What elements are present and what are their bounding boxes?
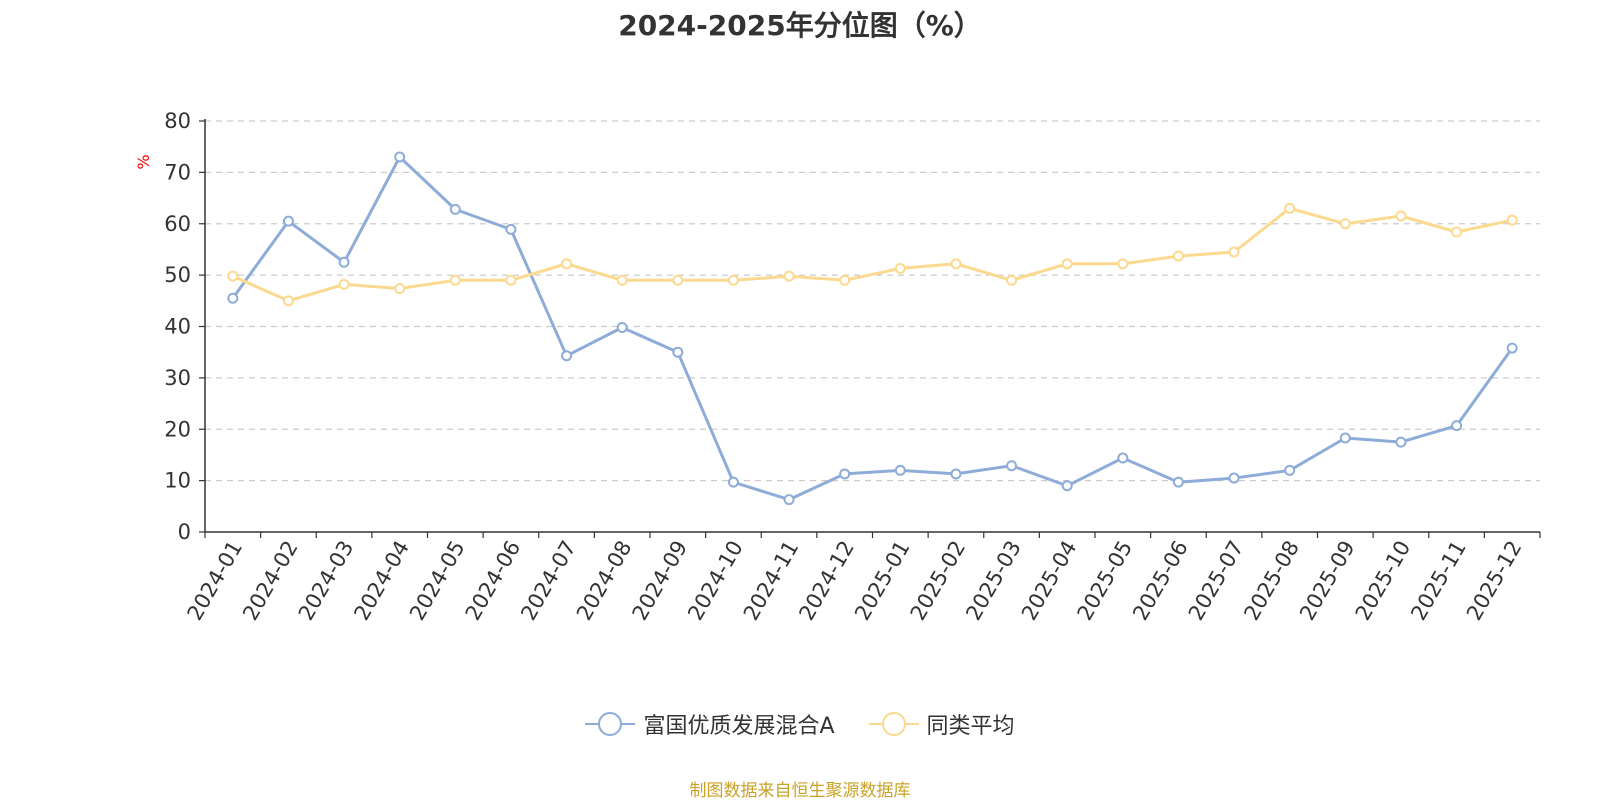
x-tick-label-2025-06: 2025-06 bbox=[1128, 537, 1193, 625]
series-0-point-2024-06 bbox=[505, 223, 517, 235]
x-tick-label-2024-05: 2024-05 bbox=[405, 537, 470, 625]
x-tick-label-2025-08: 2025-08 bbox=[1239, 537, 1304, 625]
series-1-point-2025-10 bbox=[1395, 210, 1407, 222]
y-tick-label-30: 30 bbox=[164, 366, 191, 390]
y-tick-label-60: 60 bbox=[164, 212, 191, 236]
series-1-point-2025-11 bbox=[1451, 226, 1463, 238]
series-1-point-2025-02 bbox=[950, 258, 962, 270]
series-1-point-2025-06 bbox=[1172, 250, 1184, 262]
y-tick-label-20: 20 bbox=[164, 417, 191, 441]
y-tick-label-40: 40 bbox=[164, 315, 191, 339]
series-0-point-2025-01 bbox=[894, 464, 906, 476]
legend-label-peer-average: 同类平均 bbox=[926, 714, 1015, 739]
x-tick-label-2024-09: 2024-09 bbox=[627, 537, 692, 625]
series-0-point-2024-08 bbox=[616, 322, 628, 334]
x-tick-label-2024-02: 2024-02 bbox=[238, 537, 303, 625]
series-0-point-2025-02 bbox=[950, 468, 962, 480]
series-1-point-2024-08 bbox=[616, 274, 628, 286]
x-tick-label-2025-11: 2025-11 bbox=[1406, 537, 1471, 625]
series-1-point-2024-11 bbox=[783, 270, 795, 282]
series-1-point-2025-08 bbox=[1284, 202, 1296, 214]
series-line-0 bbox=[231, 155, 1514, 502]
series-1-point-2024-09 bbox=[672, 274, 684, 286]
y-tick-label-10: 10 bbox=[164, 469, 191, 493]
legend-item-fund[interactable]: 富国优质发展混合A bbox=[585, 708, 835, 740]
legend-item-peer-average[interactable]: 同类平均 bbox=[868, 708, 1015, 740]
series-0-point-2025-11 bbox=[1451, 420, 1463, 432]
series-0-point-2025-10 bbox=[1395, 436, 1407, 448]
x-tick-label-2024-03: 2024-03 bbox=[294, 537, 359, 625]
x-tick-label-2025-02: 2025-02 bbox=[906, 537, 971, 625]
series-0-point-2025-08 bbox=[1284, 464, 1296, 476]
y-tick-label-0: 0 bbox=[178, 520, 191, 544]
x-tick-label-2024-08: 2024-08 bbox=[572, 537, 637, 625]
series-1-point-2025-09 bbox=[1339, 218, 1351, 230]
y-axis-unit-label: % bbox=[134, 154, 153, 169]
series-1-point-2024-01 bbox=[227, 270, 239, 282]
x-tick-label-2024-04: 2024-04 bbox=[349, 537, 414, 625]
y-tick-label-80: 80 bbox=[164, 109, 191, 133]
series-0-point-2024-12 bbox=[839, 468, 851, 480]
series-1-point-2025-01 bbox=[894, 262, 906, 274]
x-tick-label-2025-01: 2025-01 bbox=[850, 537, 915, 625]
series-layer bbox=[227, 151, 1518, 506]
x-tick-label-2024-12: 2024-12 bbox=[794, 537, 859, 625]
series-1-point-2024-10 bbox=[727, 274, 739, 286]
x-tick-label-2024-06: 2024-06 bbox=[461, 537, 526, 625]
series-0-point-2025-09 bbox=[1339, 432, 1351, 444]
series-0-point-2024-11 bbox=[783, 494, 795, 506]
series-0-point-2025-05 bbox=[1117, 452, 1129, 464]
legend-label-fund: 富国优质发展混合A bbox=[643, 714, 835, 739]
series-0-point-2024-03 bbox=[338, 256, 350, 268]
line-chart: 01020304050607080%2024-012024-022024-032… bbox=[134, 109, 1541, 625]
series-1-point-2025-12 bbox=[1506, 214, 1518, 226]
series-1-point-2025-05 bbox=[1117, 258, 1129, 270]
series-1-point-2024-07 bbox=[561, 258, 573, 270]
x-tick-label-2025-07: 2025-07 bbox=[1184, 537, 1249, 625]
series-0-point-2025-03 bbox=[1006, 460, 1018, 472]
chart-legend: 富国优质发展混合A 同类平均 bbox=[0, 708, 1600, 740]
x-tick-label-2024-10: 2024-10 bbox=[683, 537, 748, 625]
series-1-point-2025-03 bbox=[1006, 274, 1018, 286]
y-tick-label-50: 50 bbox=[164, 263, 191, 287]
series-0-point-2024-07 bbox=[561, 350, 573, 362]
y-tick-label-70: 70 bbox=[164, 160, 191, 184]
series-1-point-2024-02 bbox=[282, 295, 294, 307]
x-tick-label-2025-03: 2025-03 bbox=[961, 537, 1026, 625]
x-tick-label-2025-05: 2025-05 bbox=[1072, 537, 1137, 625]
series-0-point-2025-07 bbox=[1228, 472, 1240, 484]
legend-symbol-fund bbox=[585, 711, 636, 737]
chart-title: 2024-2025年分位图（%） bbox=[618, 9, 982, 42]
data-source-note: 制图数据来自恒生聚源数据库 bbox=[689, 781, 911, 800]
x-tick-label-2025-09: 2025-09 bbox=[1295, 537, 1360, 625]
legend-symbol-peer-average bbox=[868, 711, 919, 737]
series-1-point-2024-03 bbox=[338, 278, 350, 290]
series-line-1 bbox=[232, 206, 1513, 303]
x-tick-label-2024-11: 2024-11 bbox=[739, 537, 804, 625]
x-tick-label-2024-07: 2024-07 bbox=[516, 537, 581, 625]
series-0-point-2024-05 bbox=[449, 203, 461, 215]
series-1-point-2024-05 bbox=[449, 274, 461, 286]
x-tick-label-2024-01: 2024-01 bbox=[182, 537, 247, 625]
axis-layer: 01020304050607080%2024-012024-022024-032… bbox=[134, 109, 1541, 625]
series-0-point-2025-06 bbox=[1172, 476, 1184, 488]
series-0-point-2024-09 bbox=[672, 346, 684, 358]
series-0-point-2024-01 bbox=[227, 292, 239, 304]
series-0-point-2025-12 bbox=[1506, 342, 1518, 354]
series-1-point-2024-06 bbox=[505, 274, 517, 286]
series-0-point-2025-04 bbox=[1061, 480, 1073, 492]
series-1-point-2025-07 bbox=[1228, 246, 1240, 258]
series-0-point-2024-10 bbox=[727, 476, 739, 488]
series-1-point-2024-12 bbox=[839, 274, 851, 286]
series-1-point-2025-04 bbox=[1061, 258, 1073, 270]
grid-layer bbox=[205, 120, 1540, 482]
x-tick-label-2025-12: 2025-12 bbox=[1462, 537, 1527, 625]
x-tick-label-2025-04: 2025-04 bbox=[1017, 537, 1082, 625]
x-tick-label-2025-10: 2025-10 bbox=[1351, 537, 1416, 625]
series-1-point-2024-04 bbox=[394, 282, 406, 294]
series-0-point-2024-04 bbox=[394, 151, 406, 163]
series-0-point-2024-02 bbox=[282, 215, 294, 227]
